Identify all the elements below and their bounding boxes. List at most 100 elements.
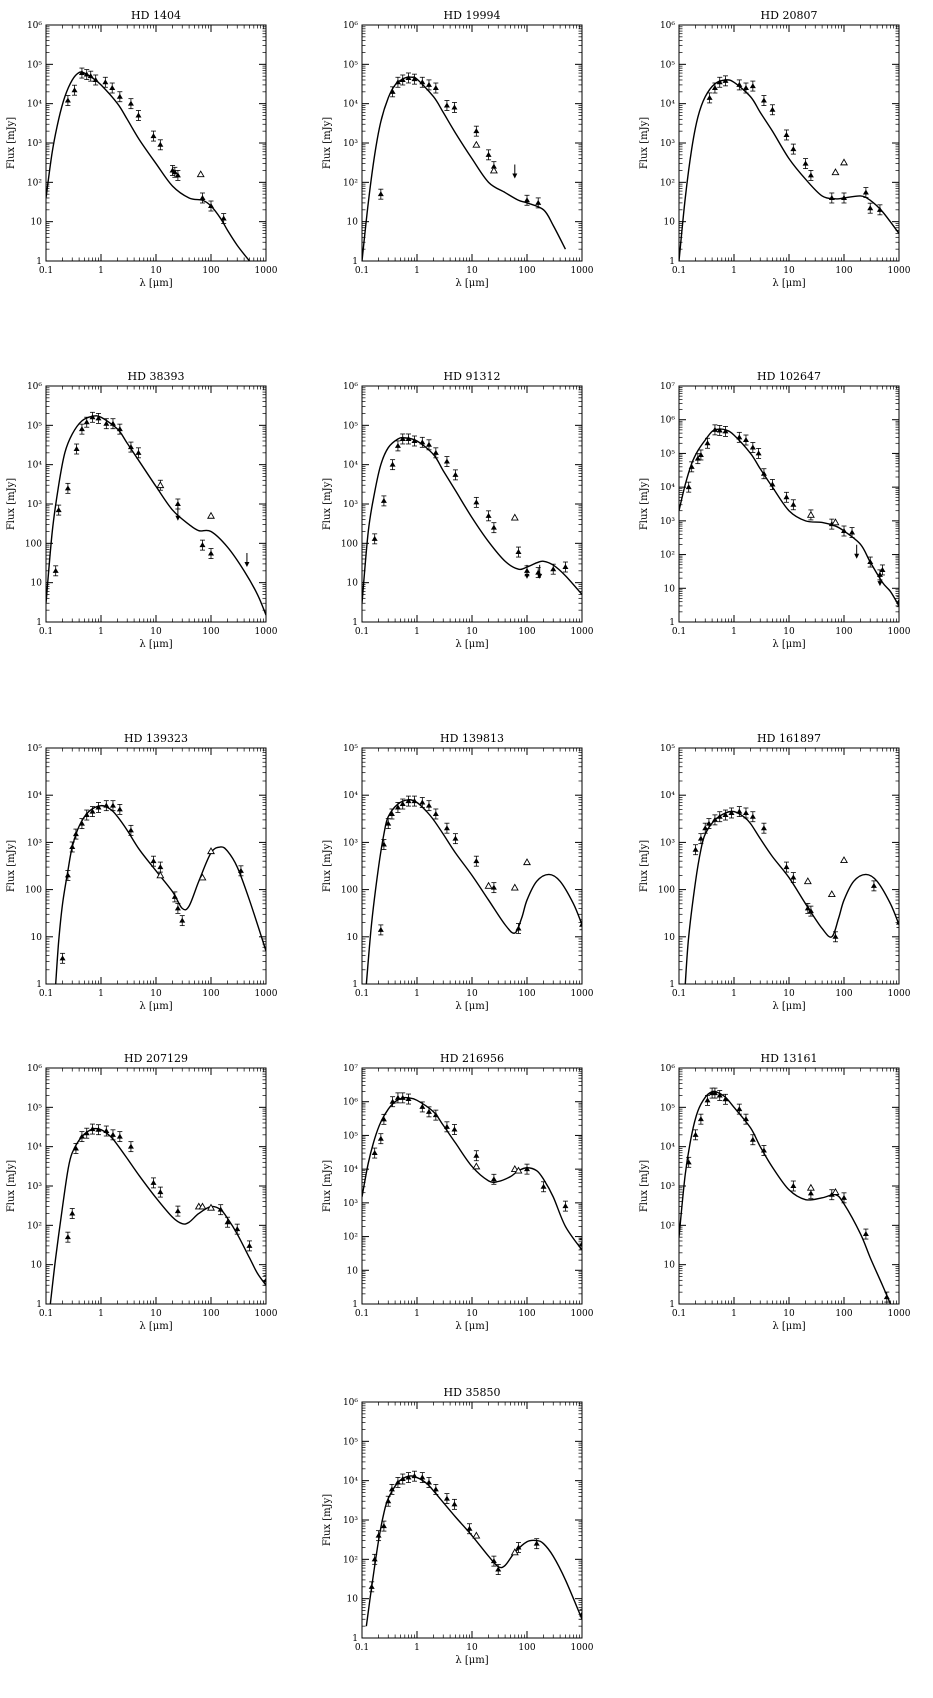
observed-point — [802, 160, 809, 166]
chart-title: HD 38393 — [128, 370, 185, 383]
x-tick-label: 10 — [783, 266, 795, 276]
x-tick-label: 0.1 — [672, 266, 686, 276]
observed-point — [199, 194, 206, 200]
x-tick-label: 1 — [98, 266, 104, 276]
data-layer — [679, 1087, 892, 1304]
observed-point — [377, 926, 384, 932]
chart-title: HD 13161 — [761, 1052, 818, 1065]
y-tick-label: 10 — [31, 1261, 43, 1271]
observed-point — [769, 481, 776, 487]
x-tick-label: 0.1 — [672, 1309, 686, 1319]
observed-point — [515, 549, 522, 555]
observed-point — [64, 872, 71, 878]
sed-panel: HD 20807 0.1 1 10 100 1000 1 10 10² 10³ 10⁴ 10⁵ 10⁶ λ… — [633, 5, 933, 315]
y-tick-label: 10⁵ — [27, 1103, 42, 1113]
x-tick-label: 1000 — [255, 627, 278, 637]
y-tick-label: 10⁵ — [343, 421, 358, 431]
x-tick-label: 100 — [518, 627, 535, 637]
observed-point — [742, 809, 749, 815]
x-tick-label: 100 — [518, 989, 535, 999]
x-tick-label: 1 — [414, 627, 420, 637]
x-tick-label: 100 — [518, 1309, 535, 1319]
observed-point — [697, 835, 704, 841]
open-point — [472, 140, 481, 148]
observed-point — [697, 451, 704, 457]
x-tick-label: 100 — [835, 266, 852, 276]
x-tick-label: 0.1 — [355, 1643, 369, 1653]
x-tick-label: 1 — [414, 989, 420, 999]
observed-point — [237, 867, 244, 873]
observed-point — [83, 71, 90, 77]
observed-point — [78, 1133, 85, 1139]
x-tick-label: 1000 — [571, 989, 594, 999]
observed-point — [896, 598, 899, 604]
observed-point — [72, 1145, 79, 1151]
y-tick-label: 10⁵ — [343, 60, 358, 70]
x-tick-label: 0.1 — [355, 266, 369, 276]
observed-point — [419, 1103, 426, 1109]
y-tick-label: 10 — [664, 218, 676, 228]
observed-point — [388, 1486, 395, 1492]
x-tick-label: 100 — [518, 266, 535, 276]
observed-point — [371, 1556, 378, 1562]
open-point — [472, 1531, 481, 1539]
x-tick-label: 1 — [98, 627, 104, 637]
observed-point — [862, 189, 869, 195]
observed-point — [64, 1234, 71, 1240]
x-tick-label: 1 — [414, 1309, 420, 1319]
observed-point — [157, 864, 164, 870]
observed-point — [490, 524, 497, 530]
observed-point — [451, 1126, 458, 1132]
sed-panel: HD 207129 0.1 1 10 100 1000 1 10 10² 10³ 10⁴ 10⁵ 10⁶… — [0, 1048, 300, 1358]
y-tick-label: 10² — [343, 178, 358, 188]
y-tick-label: 10² — [660, 1221, 675, 1231]
open-point — [827, 890, 836, 898]
chart-title: HD 19994 — [444, 9, 501, 22]
observed-point — [411, 798, 418, 804]
y-tick-label: 10 — [31, 579, 43, 589]
data-layer — [684, 806, 899, 984]
observed-point — [380, 1523, 387, 1529]
x-axis-label: λ [μm] — [455, 639, 488, 650]
observed-point — [73, 446, 80, 452]
y-axis-label: Flux [mJy] — [639, 117, 650, 169]
x-tick-label: 0.1 — [355, 627, 369, 637]
y-tick-label: 1 — [669, 257, 675, 267]
observed-point — [150, 133, 157, 139]
open-point — [831, 168, 840, 176]
x-axis-label: λ [μm] — [772, 1001, 805, 1012]
observed-point — [385, 820, 392, 826]
observed-point — [127, 1143, 134, 1149]
y-tick-label: 10⁴ — [660, 483, 675, 493]
y-tick-label: 1 — [352, 1634, 358, 1644]
open-point — [207, 1203, 215, 1211]
y-tick-label: 10⁴ — [27, 461, 42, 471]
observed-point — [217, 1206, 224, 1212]
chart-title: HD 139323 — [124, 732, 188, 745]
y-tick-label: 1 — [669, 1300, 675, 1310]
x-tick-label: 100 — [835, 1309, 852, 1319]
observed-point — [722, 812, 729, 818]
chart-title: HD 20807 — [761, 9, 818, 22]
observed-point — [562, 564, 569, 570]
x-axis-label: λ [μm] — [139, 278, 172, 289]
observed-point — [419, 439, 426, 445]
y-tick-label: 1 — [36, 980, 42, 990]
open-point — [207, 847, 215, 855]
observed-point — [394, 1094, 401, 1100]
chart-title: HD 139813 — [440, 732, 504, 745]
x-axis-label: λ [μm] — [139, 1001, 172, 1012]
y-tick-label: 100 — [25, 539, 42, 549]
open-point — [510, 1165, 519, 1172]
open-point — [803, 877, 812, 885]
sed-panel: HD 38393 0.1 1 10 100 1000 1 10 100 10³ 10⁴ 10⁵ 10⁶ λ… — [0, 366, 300, 676]
y-tick-label: 10⁵ — [660, 744, 675, 754]
y-tick-label: 10⁶ — [660, 416, 675, 426]
observed-point — [89, 414, 96, 420]
observed-point — [157, 141, 164, 147]
y-tick-label: 10² — [343, 1233, 358, 1243]
y-tick-label: 1 — [352, 257, 358, 267]
